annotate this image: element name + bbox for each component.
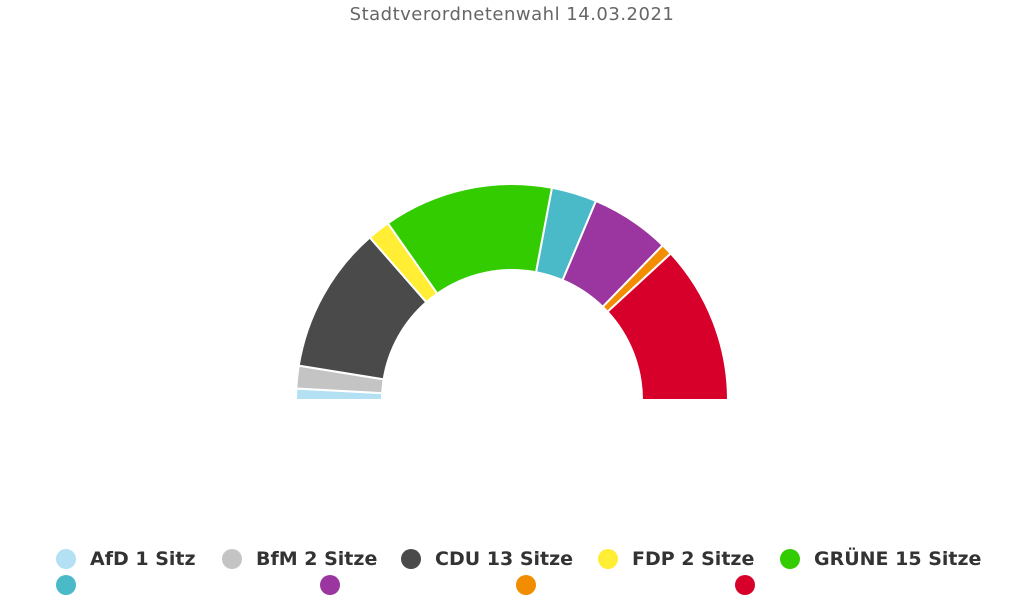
legend-item-afd[interactable]: AfD 1 Sitz bbox=[56, 544, 196, 574]
chart-title: Stadtverordnetenwahl 14.03.2021 bbox=[349, 4, 675, 25]
legend-marker bbox=[735, 575, 755, 595]
seat-distribution-chart bbox=[294, 183, 730, 401]
legend-label: CDU 13 Sitze bbox=[435, 548, 574, 570]
slices-group bbox=[294, 183, 730, 401]
legend-label: BfM 2 Sitze bbox=[256, 548, 378, 570]
legend-label: GRÜNE 15 Sitze bbox=[814, 548, 982, 570]
legend-item-party-7[interactable] bbox=[320, 570, 354, 600]
legend-item-fdp[interactable]: FDP 2 Sitze bbox=[598, 544, 754, 574]
legend-marker bbox=[598, 549, 618, 569]
legend-item-cdu[interactable]: CDU 13 Sitze bbox=[401, 544, 573, 574]
legend-item-grüne[interactable]: GRÜNE 15 Sitze bbox=[780, 544, 981, 574]
legend-marker bbox=[222, 549, 242, 569]
legend-marker bbox=[401, 549, 421, 569]
legend-marker bbox=[516, 575, 536, 595]
legend-item-party-8[interactable] bbox=[516, 570, 550, 600]
legend-marker bbox=[56, 549, 76, 569]
legend-item-bfm[interactable]: BfM 2 Sitze bbox=[222, 544, 377, 574]
legend-item-party-6[interactable] bbox=[56, 570, 90, 600]
legend-label: AfD 1 Sitz bbox=[90, 548, 196, 570]
legend-marker bbox=[320, 575, 340, 595]
legend-marker bbox=[56, 575, 76, 595]
slice-party-9[interactable] bbox=[606, 252, 730, 401]
legend-item-party-9[interactable] bbox=[735, 570, 769, 600]
legend-marker bbox=[780, 549, 800, 569]
legend-label: FDP 2 Sitze bbox=[632, 548, 755, 570]
